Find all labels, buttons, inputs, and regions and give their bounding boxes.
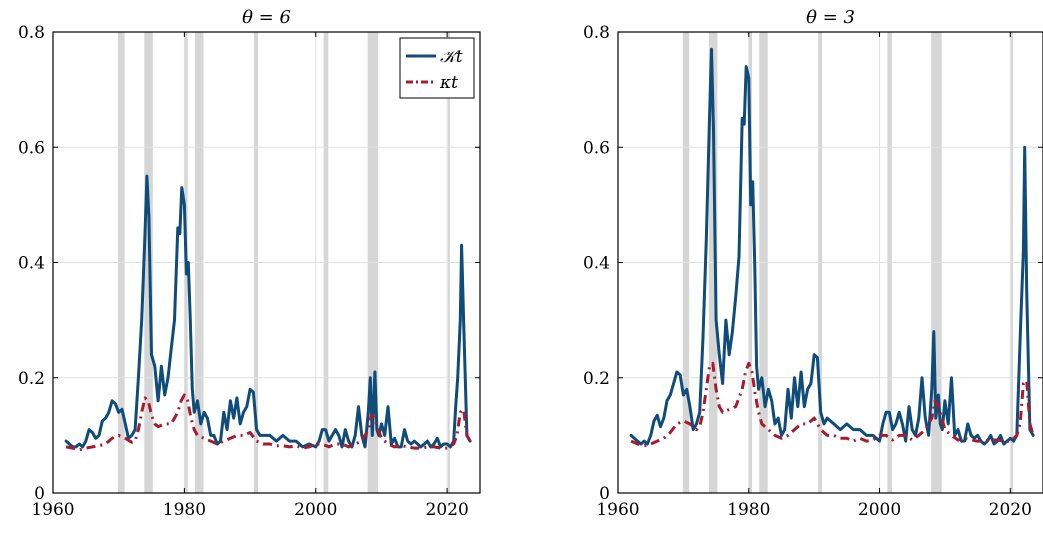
legend-box <box>399 37 475 99</box>
y-tick-label: 0 <box>34 484 45 504</box>
series-kappa-line <box>630 361 1035 448</box>
legend-label: κt <box>439 73 458 93</box>
x-tick-label: 2000 <box>858 500 901 520</box>
x-tick-label: 2020 <box>426 500 469 520</box>
x-tick-label: 1980 <box>163 500 206 520</box>
x-tick-label: 1960 <box>31 500 74 520</box>
legend-label: 𝒦t <box>440 47 463 67</box>
y-tick-label: 0.2 <box>18 369 45 389</box>
series-K-line <box>64 174 472 449</box>
y-tick-label: 0.8 <box>18 23 45 43</box>
y-tick-label: 0.6 <box>583 138 610 158</box>
x-tick-label: 1980 <box>727 500 770 520</box>
y-tick-label: 0.4 <box>18 254 45 274</box>
panel-1: 1960 1980 2000 2020 0 0.2 0.4 0.6 0.8 θ = 6 𝒦t κt <box>18 7 481 520</box>
x-tick-label: 1960 <box>596 500 639 520</box>
series-kappa-line <box>65 393 472 452</box>
chart-title: θ = 3 <box>806 7 855 28</box>
chart-title: θ = 6 <box>242 7 291 28</box>
y-tick-label: 0.4 <box>583 254 610 274</box>
y-tick-label: 0 <box>599 484 610 504</box>
y-tick-label: 0.2 <box>583 369 610 389</box>
x-tick-label: 2000 <box>294 500 337 520</box>
series-K-line <box>629 47 1035 446</box>
x-tick-label: 2020 <box>989 500 1032 520</box>
panel-2: 1960 1980 2000 2020 0 0.2 0.4 0.6 0.8 θ = 3 <box>583 7 1043 520</box>
y-tick-label: 0.8 <box>583 23 610 43</box>
legend: 𝒦t κt <box>399 37 475 99</box>
y-tick-label: 0.6 <box>18 138 45 158</box>
